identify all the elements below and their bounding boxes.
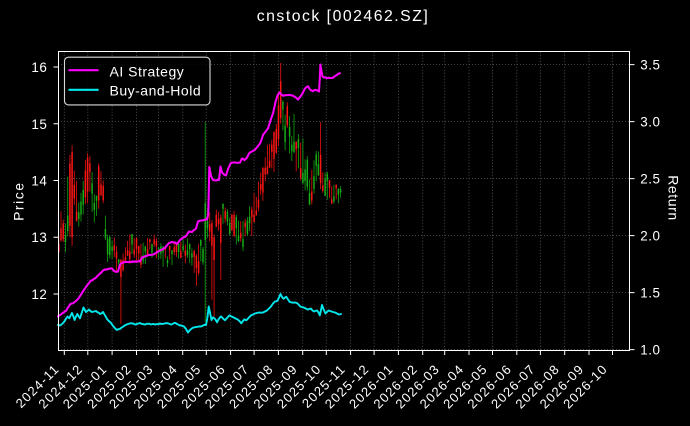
svg-text:Return: Return: [666, 175, 682, 221]
svg-text:AI Strategy: AI Strategy: [110, 64, 185, 80]
svg-text:2.0: 2.0: [640, 229, 660, 244]
svg-text:12: 12: [31, 287, 47, 302]
svg-text:cnstock [002462.SZ]: cnstock [002462.SZ]: [257, 8, 430, 25]
svg-text:3.5: 3.5: [640, 58, 660, 73]
svg-text:Price: Price: [11, 181, 27, 220]
svg-text:15: 15: [31, 117, 47, 132]
svg-text:3.0: 3.0: [640, 115, 660, 130]
svg-text:1.5: 1.5: [640, 286, 660, 301]
svg-text:13: 13: [31, 230, 47, 245]
svg-text:14: 14: [31, 174, 47, 189]
svg-text:2.5: 2.5: [640, 172, 660, 187]
svg-text:1.0: 1.0: [640, 343, 660, 358]
svg-text:16: 16: [31, 60, 47, 75]
svg-text:Buy-and-Hold: Buy-and-Hold: [110, 83, 202, 99]
